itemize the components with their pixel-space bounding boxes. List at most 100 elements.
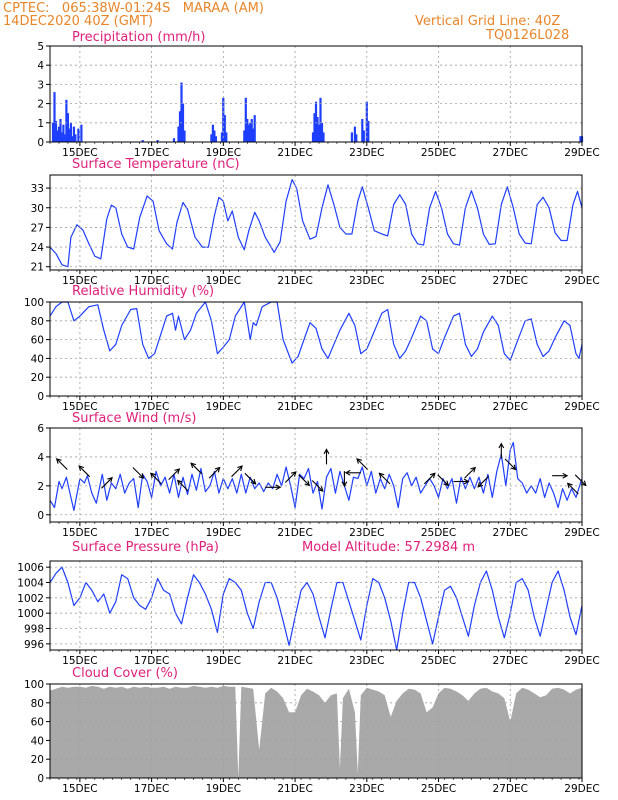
wind-arrow-head [250, 478, 257, 485]
wind-arrow [504, 458, 517, 471]
x-tick-label: 29DEC [564, 655, 599, 667]
x-tick-label: 27DEC [493, 783, 528, 795]
precip-bar [319, 97, 322, 142]
wind-arrow-head [107, 476, 113, 483]
x-tick-label: 23DEC [349, 401, 384, 413]
wind-arrow-head [78, 465, 85, 472]
x-tick-label: 17DEC [134, 527, 169, 539]
wind-arrow-head [429, 472, 436, 479]
precip-bar [72, 126, 75, 142]
precip-bar [74, 134, 77, 142]
x-tick-label: 17DEC [134, 783, 169, 795]
wind-arrow-shaft [132, 467, 144, 479]
header-model-id: TQ0126L028 [486, 28, 570, 43]
y-tick-label: 100 [24, 297, 44, 309]
y-tick-label: 998 [24, 624, 44, 636]
x-tick-label: 21DEC [277, 275, 312, 287]
x-tick-label: 23DEC [349, 147, 384, 159]
precip-bar [225, 132, 228, 142]
precip-bar [211, 124, 214, 142]
header-station-line: CPTEC: 065:38W-01:24S MARAA (AM) [3, 1, 264, 16]
wind-arrow-head [378, 472, 385, 479]
x-tick-label: 19DEC [206, 147, 241, 159]
wind-arrow [176, 479, 189, 492]
x-tick-label: 25DEC [421, 527, 456, 539]
x-tick-label: 17DEC [134, 275, 169, 287]
y-tick-label: 2 [37, 99, 44, 111]
x-tick-label: 21DEC [277, 655, 312, 667]
series-line [49, 566, 583, 651]
y-tick-label: 4 [37, 452, 44, 464]
y-tick-label: 60 [31, 335, 44, 347]
y-tick-label: 0 [37, 391, 44, 403]
wind-arrow-shaft [231, 465, 243, 478]
panel-3: 0 2 4 6 15DEC 17DEC 19DEC 21DEC 23DEC 25DEC 27DEC 2… [37, 411, 599, 539]
precip-bar [180, 82, 183, 142]
wind-arrow-shaft [464, 467, 476, 479]
y-tick-label: 80 [31, 316, 44, 328]
wind-arrow-head [580, 480, 587, 487]
wind-arrow-shaft [78, 465, 91, 478]
wind-arrow-head [477, 481, 484, 488]
wind-arrow [423, 472, 436, 485]
y-tick-label: 5 [37, 41, 44, 53]
x-tick-label: 27DEC [493, 401, 528, 413]
y-tick-label: 1004 [17, 577, 44, 589]
panel-frame [49, 683, 583, 779]
x-tick-label: 25DEC [421, 147, 456, 159]
wind-arrow-shaft [244, 472, 256, 485]
x-tick-label: 29DEC [564, 275, 599, 287]
y-tick-label: 1002 [17, 593, 44, 605]
x-tick-label: 29DEC [564, 401, 599, 413]
y-tick-label: 40 [31, 353, 44, 365]
precip-bar [172, 138, 176, 142]
precip-bar [314, 101, 318, 142]
wind-arrow [168, 468, 181, 480]
wind-arrow [378, 472, 391, 485]
wind-arrow-shaft [567, 483, 579, 495]
y-tick-label: 0 [37, 510, 44, 522]
precip-bar [65, 99, 68, 142]
precip-bar [66, 113, 69, 142]
wind-arrow-shaft [208, 467, 221, 479]
precip-bar [222, 97, 225, 142]
wind-arrow [298, 474, 311, 487]
precip-bar [361, 119, 364, 142]
y-tick-label: 996 [24, 639, 44, 651]
header-date-line: 14DEC2020 40Z (GMT) [3, 14, 154, 29]
wind-arrow [55, 458, 68, 470]
wind-arrow [101, 476, 113, 489]
precip-bar [213, 130, 216, 142]
wind-arrow [208, 466, 221, 479]
wind-arrow-head [190, 462, 197, 469]
panel-frame [49, 45, 583, 143]
precip-bar [77, 128, 80, 142]
precip-bar [56, 130, 59, 142]
wind-arrow [149, 472, 162, 485]
wind-arrow [344, 469, 361, 476]
wind-arrow-shaft [177, 480, 189, 492]
precip-bar [71, 136, 74, 142]
x-tick-label: 27DEC [493, 655, 528, 667]
panel-frame [49, 174, 583, 271]
y-tick-label: 3 [37, 79, 44, 91]
precip-bar [579, 136, 582, 142]
x-tick-label: 21DEC [277, 783, 312, 795]
wind-arrow-head [275, 484, 282, 491]
panel-frame [49, 427, 583, 523]
x-tick-label: 27DEC [493, 275, 528, 287]
x-tick-label: 25DEC [421, 275, 456, 287]
y-tick-label: 4 [37, 60, 44, 72]
wind-arrow [356, 458, 368, 470]
series-line [49, 179, 583, 268]
panel-4: 996 998 1000 1002 1004 1006 15DEC 17DEC 19DEC 21D… [17, 540, 599, 667]
precip-bar [60, 132, 64, 142]
precip-bar [183, 130, 186, 142]
wind-arrow-shaft [477, 475, 490, 488]
series-line [49, 301, 583, 364]
wind-arrow-head [237, 465, 243, 472]
wind-arrow-head [510, 464, 517, 471]
wind-arrow-head [341, 481, 348, 488]
precip-bar [177, 126, 180, 142]
precip-bar [69, 122, 72, 142]
